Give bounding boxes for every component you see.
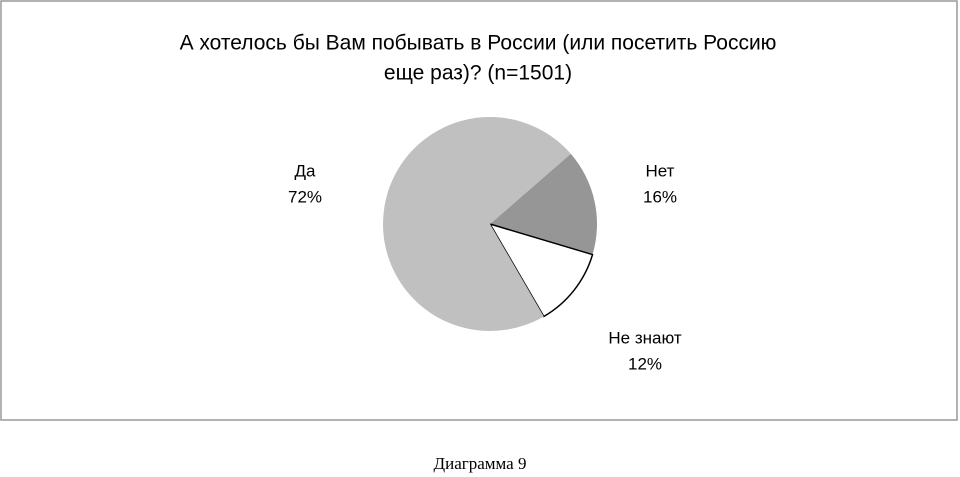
slice-label: Нет xyxy=(646,161,675,180)
slice-label: Да xyxy=(295,161,317,180)
pie-slice xyxy=(382,117,571,332)
slice-value-label: 12% xyxy=(628,354,662,373)
slice-value-label: 16% xyxy=(643,187,677,206)
pie-slice xyxy=(490,153,597,255)
slice-label: Не знают xyxy=(608,328,681,347)
caption: Диаграмма 9 xyxy=(434,454,527,473)
chart-title: еще раз)? (n=1501) xyxy=(384,62,572,85)
chart-title: А хотелось бы Вам побывать в России (или… xyxy=(180,32,777,55)
pie-slice xyxy=(488,222,594,318)
slice-value-label: 72% xyxy=(288,187,322,206)
